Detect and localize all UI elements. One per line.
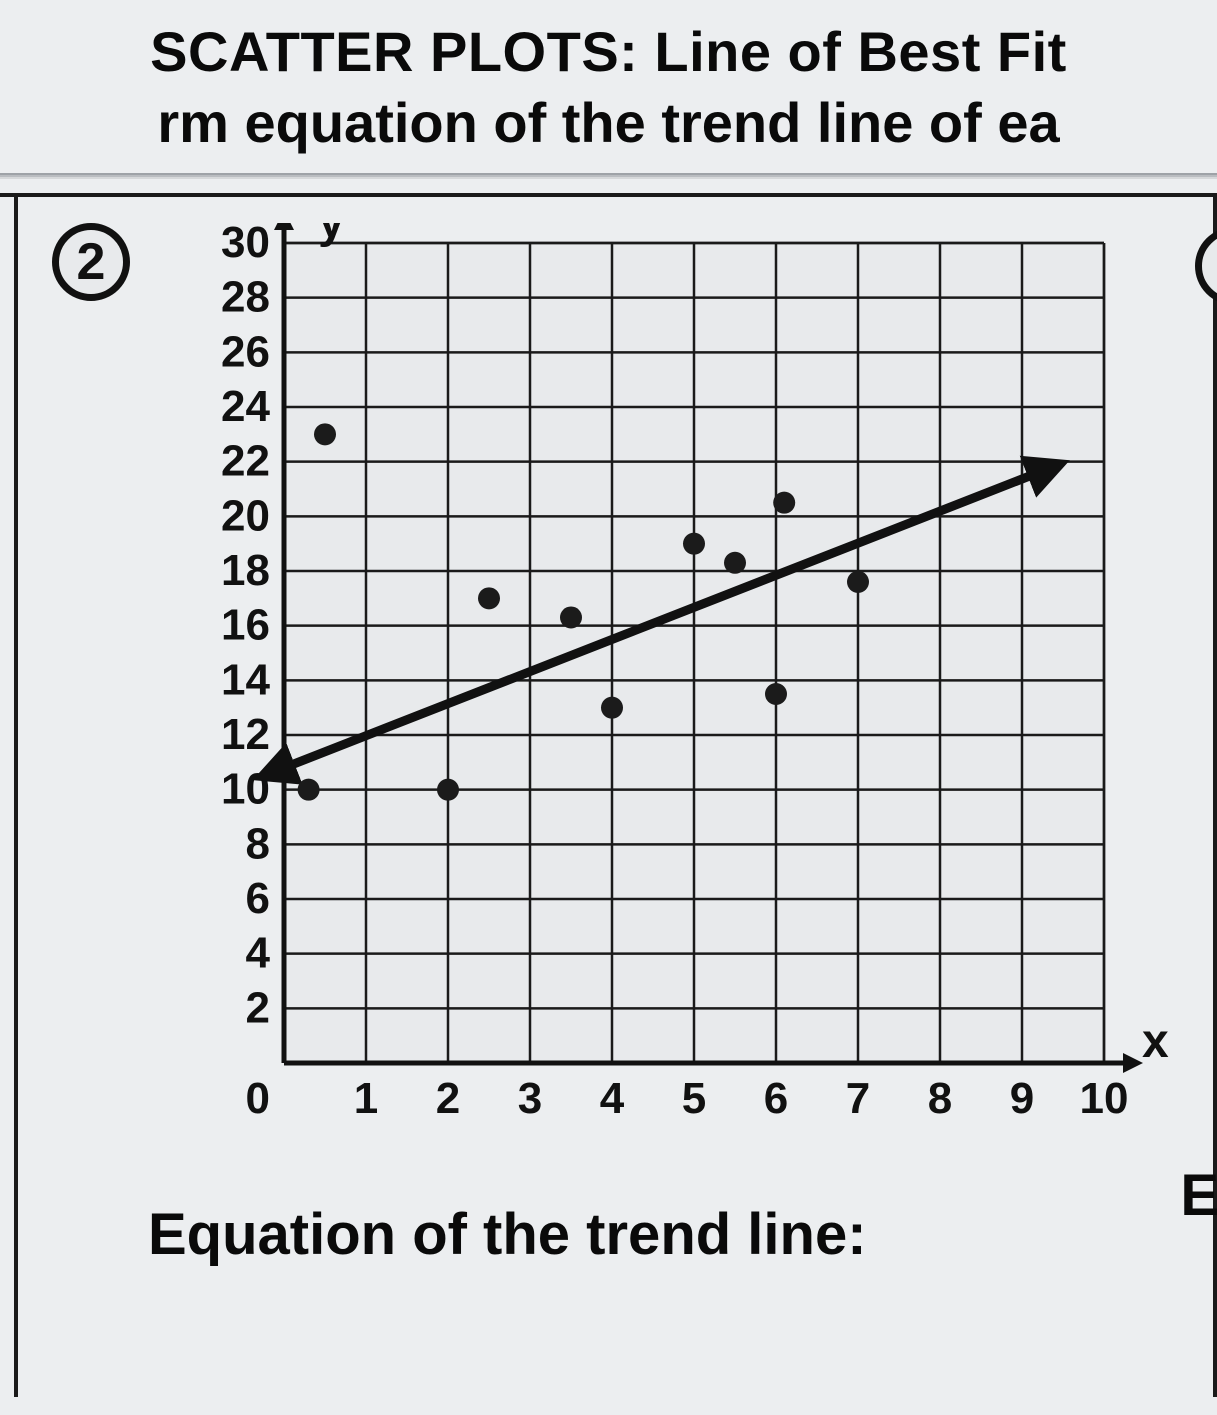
next-caption-fragment: E	[1180, 1162, 1217, 1229]
svg-text:6: 6	[246, 874, 270, 923]
svg-text:6: 6	[764, 1074, 788, 1123]
svg-text:10: 10	[221, 765, 270, 814]
svg-text:4: 4	[246, 929, 271, 978]
svg-text:12: 12	[221, 710, 270, 759]
problem-number-badge: 2	[52, 223, 130, 301]
svg-text:28: 28	[221, 273, 270, 322]
svg-text:5: 5	[682, 1074, 706, 1123]
svg-text:2: 2	[246, 984, 270, 1033]
svg-text:y: y	[318, 223, 345, 248]
svg-text:18: 18	[221, 546, 270, 595]
svg-text:2: 2	[436, 1074, 460, 1123]
svg-text:22: 22	[221, 437, 270, 486]
svg-text:1: 1	[354, 1074, 378, 1123]
svg-text:20: 20	[221, 492, 270, 541]
svg-text:x: x	[1142, 1015, 1169, 1068]
svg-text:4: 4	[600, 1074, 625, 1123]
svg-text:0: 0	[246, 1074, 270, 1123]
svg-text:8: 8	[246, 820, 270, 869]
svg-text:7: 7	[846, 1074, 870, 1123]
problem-number: 2	[77, 232, 106, 292]
page-title: SCATTER PLOTS: Line of Best Fit	[0, 20, 1217, 90]
scatter-chart: 24681012141618202224262830012345678910yx	[174, 223, 1194, 1183]
svg-text:26: 26	[221, 328, 270, 377]
equation-caption: Equation of the trend line:	[148, 1201, 1193, 1268]
chart-svg: 24681012141618202224262830012345678910yx	[174, 223, 1194, 1163]
page-subtitle-fragment: rm equation of the trend line of ea	[0, 90, 1217, 173]
svg-text:9: 9	[1010, 1074, 1034, 1123]
next-problem-badge-fragment	[1195, 227, 1217, 305]
svg-text:3: 3	[518, 1074, 542, 1123]
svg-text:24: 24	[221, 382, 270, 431]
svg-text:8: 8	[928, 1074, 952, 1123]
svg-text:10: 10	[1080, 1074, 1129, 1123]
problem-panel: 2 24681012141618202224262830012345678910…	[14, 197, 1217, 1397]
svg-text:16: 16	[221, 601, 270, 650]
header-divider	[0, 173, 1217, 179]
panel-row: 2 24681012141618202224262830012345678910…	[0, 193, 1217, 1393]
svg-text:30: 30	[221, 223, 270, 267]
svg-text:14: 14	[221, 656, 270, 705]
